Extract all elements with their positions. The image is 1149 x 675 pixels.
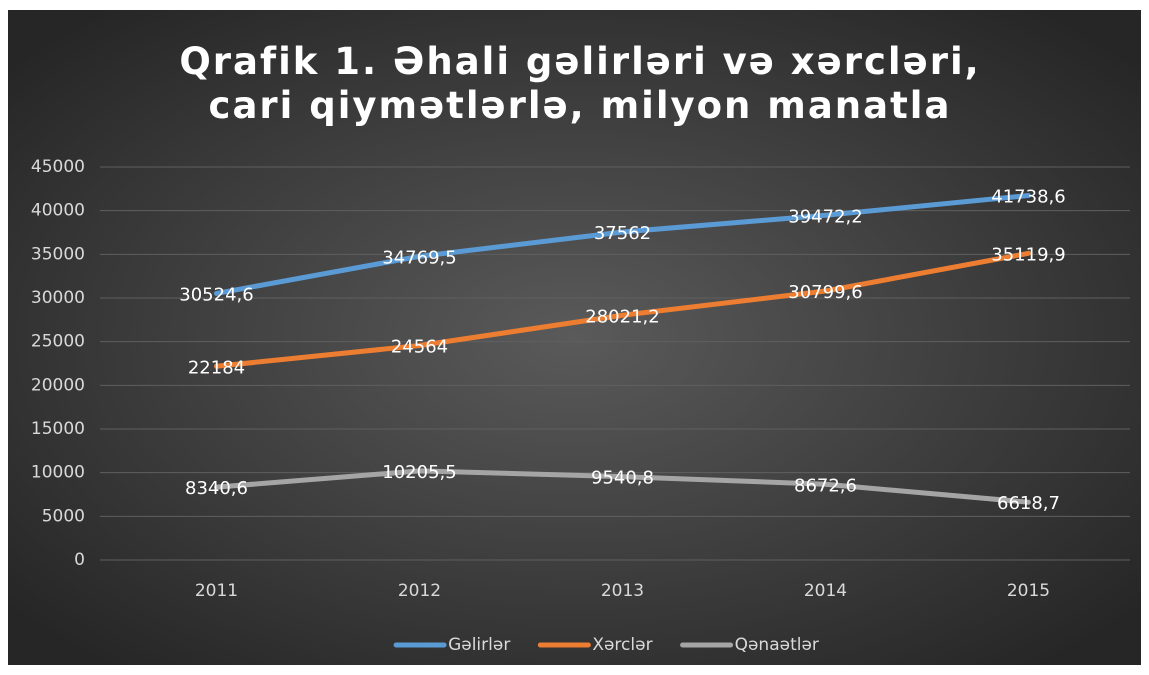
y-tick-label: 0 <box>74 550 85 570</box>
y-tick-label: 15000 <box>31 419 85 439</box>
y-tick-label: 20000 <box>31 375 85 395</box>
y-tick-label: 40000 <box>31 201 85 221</box>
y-tick-label: 5000 <box>42 506 85 526</box>
data-label: 6618,7 <box>997 493 1060 514</box>
data-label: 35119,9 <box>991 244 1065 265</box>
x-tick-label: 2015 <box>1007 581 1050 601</box>
data-label: 24564 <box>391 336 448 357</box>
data-label: 22184 <box>188 357 245 378</box>
series-line <box>214 250 1031 369</box>
data-label: 10205,5 <box>382 462 456 483</box>
data-label: 41738,6 <box>991 186 1065 207</box>
y-tick-label: 45000 <box>31 157 85 177</box>
chart-title: Qrafik 1. Əhali gəlirləri və xərcləri, c… <box>179 40 981 127</box>
legend-label: Qənaətlər <box>735 635 819 655</box>
y-tick-label: 25000 <box>31 332 85 352</box>
data-label: 28021,2 <box>585 306 659 327</box>
data-label: 30799,6 <box>788 282 862 303</box>
data-label: 39472,2 <box>788 206 862 227</box>
data-label: 37562 <box>594 223 651 244</box>
y-tick-label: 10000 <box>31 463 85 483</box>
data-label: 34769,5 <box>382 247 456 268</box>
chart-background <box>8 10 1141 665</box>
x-tick-label: 2013 <box>601 581 644 601</box>
x-tick-label: 2011 <box>195 581 238 601</box>
series-line <box>214 468 1031 505</box>
y-tick-label: 30000 <box>31 288 85 308</box>
data-label: 8340,6 <box>185 478 248 499</box>
x-tick-label: 2012 <box>398 581 441 601</box>
data-label: 9540,8 <box>591 468 654 489</box>
data-label: 8672,6 <box>794 475 857 496</box>
series-line <box>214 192 1031 296</box>
legend-label: Xərclər <box>592 635 652 655</box>
y-tick-label: 35000 <box>31 244 85 264</box>
data-label: 30524,6 <box>179 284 253 305</box>
legend-label: Gəlirlər <box>448 635 510 655</box>
x-tick-label: 2014 <box>804 581 847 601</box>
